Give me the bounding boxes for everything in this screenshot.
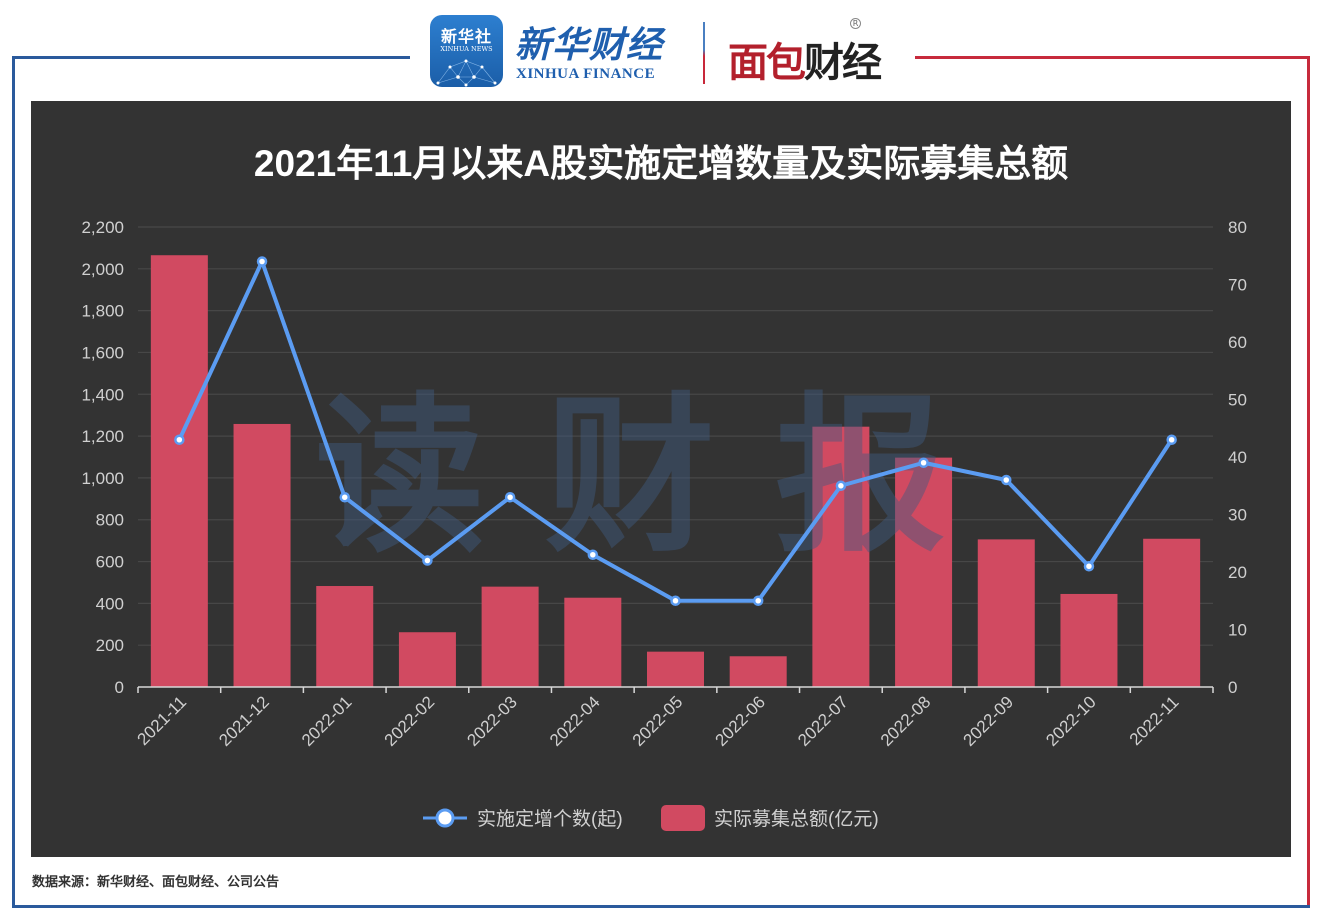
bar: [316, 586, 374, 687]
bar: [398, 632, 456, 687]
line-point: [339, 492, 350, 503]
xinhua-news-logo-icon: 新华社 XINHUA NEWS: [430, 15, 503, 87]
right-axis-tick-label: 60: [1228, 333, 1247, 352]
logo-divider: [703, 22, 705, 84]
bar: [481, 586, 539, 687]
left-axis-tick-label: 2,000: [81, 260, 124, 279]
x-axis-category-label: 2022-05: [629, 692, 687, 750]
right-axis-tick-label: 0: [1228, 678, 1237, 697]
line-point: [174, 434, 185, 445]
legend-bar-icon: [661, 805, 705, 831]
line-point: [504, 492, 516, 503]
line-point: [1001, 474, 1012, 486]
line-point: [1083, 561, 1095, 572]
left-axis-tick-label: 400: [96, 594, 124, 613]
line-point: [918, 457, 929, 468]
bar: [1060, 593, 1118, 687]
chart-title: 2021年11月以来A股实施定增数量及实际募集总额: [253, 143, 1069, 184]
line-point: [670, 595, 681, 606]
left-axis-tick-label: 1,200: [81, 427, 124, 446]
x-axis-category-label: 2022-07: [794, 692, 852, 750]
x-axis-category-label: 2022-08: [877, 692, 935, 750]
right-axis-tick-label: 40: [1228, 448, 1247, 467]
x-axis-category-label: 2022-06: [711, 692, 769, 750]
line-point: [587, 549, 599, 560]
right-axis-tick-label: 70: [1228, 276, 1247, 295]
x-axis-category-label: 2022-10: [1042, 692, 1100, 750]
left-axis-tick-label: 0: [115, 678, 124, 697]
x-axis-category-label: 2022-03: [463, 692, 521, 750]
left-axis-tick-label: 1,400: [81, 385, 124, 404]
bar: [895, 457, 953, 687]
watermark-text: 读财报: [315, 382, 1005, 572]
x-axis-category-label: 2022-09: [960, 692, 1018, 750]
x-axis-category-label: 2022-02: [381, 692, 439, 750]
bar: [977, 539, 1035, 687]
mianbao-logo-part1: 面包: [728, 40, 806, 86]
frame-right-border: [1307, 56, 1310, 908]
bar: [150, 255, 208, 687]
line-point: [752, 595, 764, 606]
bar: [1143, 538, 1201, 687]
bar: [564, 597, 622, 687]
legend-line-marker-icon: [435, 808, 455, 828]
frame-left-border: [12, 56, 15, 908]
bar: [233, 423, 291, 687]
left-axis-tick-label: 600: [96, 553, 124, 572]
line-point: [422, 555, 433, 566]
left-axis-tick-label: 1,600: [81, 343, 124, 362]
left-axis-tick-label: 1,800: [81, 302, 124, 321]
x-axis-category-label: 2021-12: [215, 692, 273, 750]
legend-label-count: 实施定增个数(起): [477, 808, 623, 830]
xinhua-icon-en: XINHUA NEWS: [440, 45, 493, 53]
line-point: [256, 256, 268, 267]
x-axis-category-label: 2022-11: [1126, 692, 1183, 749]
x-axis-category-label: 2021-11: [134, 692, 191, 749]
line-point: [835, 480, 847, 491]
xinhua-finance-logo-en: XINHUA FINANCE: [516, 66, 656, 82]
frame-top-border-red: [915, 56, 1310, 59]
right-axis-tick-label: 50: [1228, 391, 1247, 410]
data-source-note: 数据来源：新华财经、面包财经、公司公告: [32, 875, 280, 890]
right-axis-tick-label: 10: [1228, 621, 1247, 640]
x-axis-category-label: 2022-01: [298, 692, 356, 750]
line-point: [1166, 434, 1177, 445]
bar: [647, 651, 704, 687]
bar: [729, 656, 787, 687]
right-axis-tick-label: 80: [1228, 218, 1247, 237]
registered-trademark-icon: R: [850, 18, 861, 29]
frame-bottom-border: [12, 905, 1310, 908]
left-axis-tick-label: 800: [96, 511, 124, 530]
left-axis-tick-label: 2,200: [81, 218, 124, 237]
frame-top-border-blue: [12, 56, 410, 59]
xinhua-icon-cn: 新华社: [440, 27, 492, 46]
xinhua-finance-logo-cn: 新华财经: [515, 24, 664, 66]
x-axis-category-label: 2022-04: [546, 692, 604, 750]
legend-label-amount: 实际募集总额(亿元): [714, 808, 879, 830]
network-graphic-icon: [436, 59, 497, 87]
right-axis-tick-label: 30: [1228, 506, 1247, 525]
right-axis-tick-label: 20: [1228, 563, 1247, 582]
mianbao-finance-logo: 面包财经: [728, 30, 882, 88]
left-axis-tick-label: 200: [96, 636, 124, 655]
left-axis-tick-label: 1,000: [81, 469, 124, 488]
mianbao-logo-part2: 财经: [804, 40, 882, 86]
bar: [812, 426, 870, 687]
